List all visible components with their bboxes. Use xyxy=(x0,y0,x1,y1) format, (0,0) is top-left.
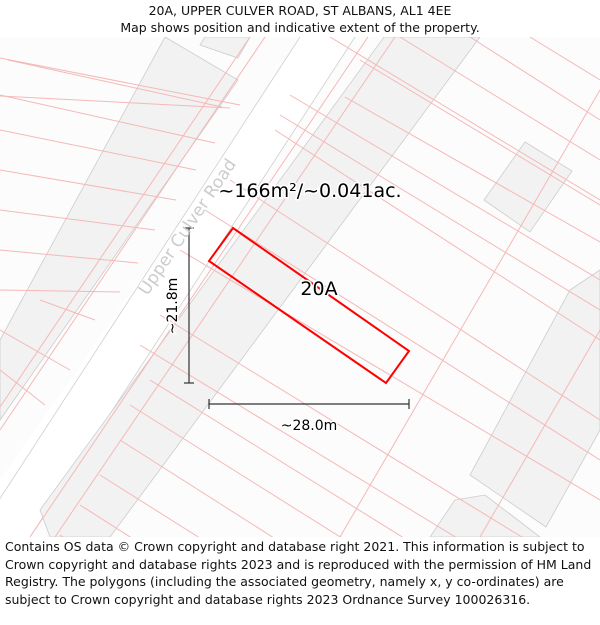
map-canvas: Upper Culver Road ~166m²/~0.041ac. 20A ~… xyxy=(0,37,600,537)
parcel-boundaries xyxy=(0,37,600,537)
property-address-title: 20A, UPPER CULVER ROAD, ST ALBANS, AL1 4… xyxy=(148,3,452,18)
area-label: ~166m²/~0.041ac. xyxy=(218,180,401,202)
right-terrace-buildings xyxy=(39,37,600,537)
left-terrace-buildings xyxy=(0,37,251,421)
dimension-vertical-label: ~21.8m xyxy=(165,278,181,335)
dimension-vertical-line xyxy=(184,227,194,384)
map-subtitle: Map shows position and indicative extent… xyxy=(120,20,480,35)
property-boundary-20A[interactable] xyxy=(207,226,411,385)
property-map[interactable]: Upper Culver Road ~166m²/~0.041ac. 20A ~… xyxy=(0,37,600,537)
copyright-notice: Contains OS data © Crown copyright and d… xyxy=(5,539,592,607)
road-surface xyxy=(0,37,355,537)
map-header: 20A, UPPER CULVER ROAD, ST ALBANS, AL1 4… xyxy=(0,0,600,37)
dimension-horizontal-line xyxy=(208,399,410,409)
property-label: 20A xyxy=(300,278,337,300)
dimension-horizontal-label: ~28.0m xyxy=(281,418,338,434)
